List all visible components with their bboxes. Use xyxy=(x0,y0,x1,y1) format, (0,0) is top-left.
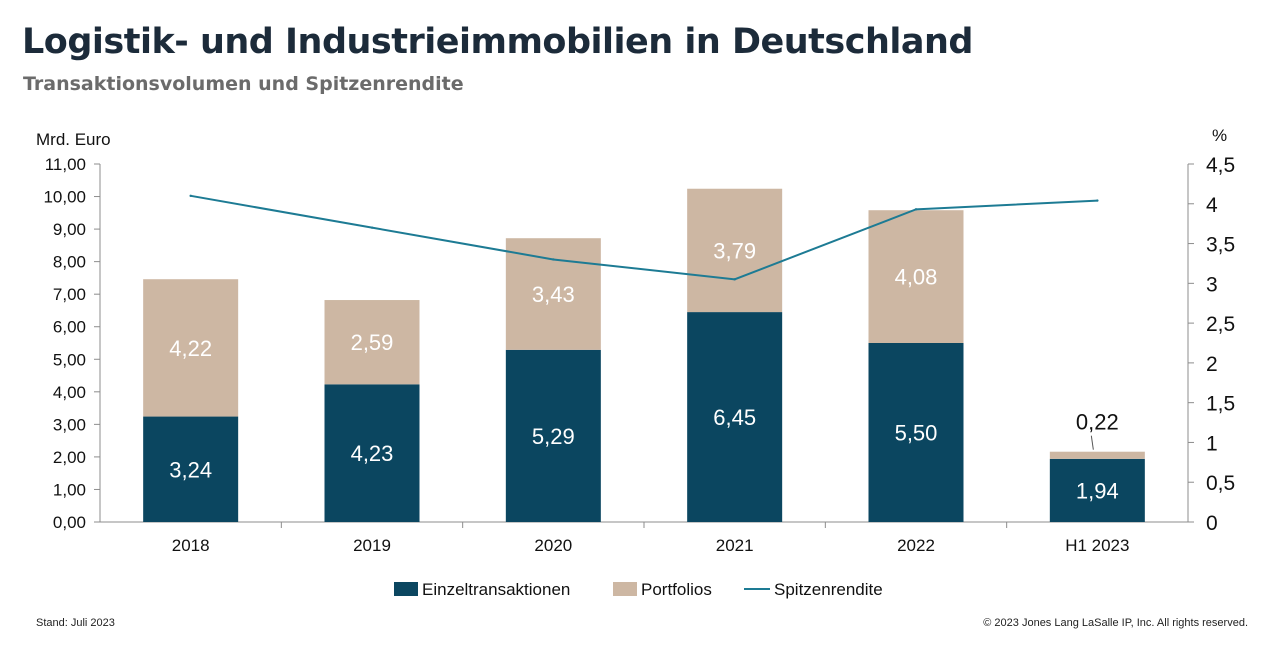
label-einzeltransaktionen: 1,94 xyxy=(1076,478,1119,503)
right-tick-label: 1,5 xyxy=(1206,393,1235,416)
bar-portfolios xyxy=(868,210,964,343)
label-portfolios: 3,43 xyxy=(532,282,575,307)
label-portfolios: 3,79 xyxy=(713,238,756,263)
bar-einzeltransaktionen xyxy=(687,312,783,522)
bar-einzeltransaktionen xyxy=(1049,458,1145,522)
bar-einzeltransaktionen xyxy=(505,349,601,522)
label-portfolios: 0,22 xyxy=(1076,410,1119,435)
left-tick-label: 5,00 xyxy=(53,350,86,369)
legend-label-portfolios: Portfolios xyxy=(641,580,712,599)
right-tick-label: 1 xyxy=(1206,432,1218,455)
right-tick-label: 4 xyxy=(1206,194,1218,217)
line-spitzenrendite xyxy=(190,194,1098,281)
bar-einzeltransaktionen xyxy=(868,343,964,522)
legend-swatch-portfolios xyxy=(613,582,637,596)
left-tick-label: 4,00 xyxy=(53,383,86,402)
bar-portfolios xyxy=(687,188,783,313)
right-tick-label: 3,5 xyxy=(1206,234,1235,257)
point-spitzenrendite xyxy=(552,258,555,261)
footer-date: Stand: Juli 2023 xyxy=(36,617,115,629)
left-axis-title: Mrd. Euro xyxy=(36,130,111,149)
bar-portfolios xyxy=(324,300,420,385)
right-tick-label: 3 xyxy=(1206,273,1218,296)
left-tick-label: 2,00 xyxy=(53,448,86,467)
point-spitzenrendite xyxy=(1096,199,1099,202)
label-einzeltransaktionen: 5,50 xyxy=(895,421,938,446)
x-tick-label: 2018 xyxy=(172,536,210,555)
bar-einzeltransaktionen xyxy=(143,416,239,522)
right-tick-label: 4,5 xyxy=(1206,154,1235,177)
label-einzeltransaktionen: 3,24 xyxy=(169,457,212,482)
chart-title: Logistik- und Industrieimmobilien in Deu… xyxy=(22,22,973,62)
label-portfolios: 2,59 xyxy=(351,330,394,355)
label-einzeltransaktionen: 4,23 xyxy=(351,441,394,466)
left-tick-label: 8,00 xyxy=(53,253,86,272)
x-tick-label: 2021 xyxy=(716,536,754,555)
right-tick-label: 0,5 xyxy=(1206,472,1235,495)
label-einzeltransaktionen: 5,29 xyxy=(532,424,575,449)
legend-label-spitzenrendite: Spitzenrendite xyxy=(774,580,883,599)
left-tick-label: 1,00 xyxy=(53,480,86,499)
legend-swatch-einzeltransaktionen xyxy=(394,582,418,596)
label-portfolios: 4,22 xyxy=(169,336,212,361)
left-tick-label: 7,00 xyxy=(53,285,86,304)
left-tick-label: 11,00 xyxy=(45,155,86,174)
chart-subtitle: Transaktionsvolumen und Spitzenrendite xyxy=(23,73,464,95)
label-portfolios: 4,08 xyxy=(895,265,938,290)
point-spitzenrendite xyxy=(189,194,192,198)
left-tick-label: 10,00 xyxy=(43,188,86,207)
left-tick-label: 9,00 xyxy=(53,220,86,239)
right-tick-label: 2,5 xyxy=(1206,313,1235,336)
left-tick-label: 6,00 xyxy=(53,318,86,337)
label-leader-line xyxy=(1090,435,1094,450)
x-tick-label: 2020 xyxy=(534,536,572,555)
point-spitzenrendite xyxy=(733,278,736,281)
bar-portfolios xyxy=(143,279,239,417)
left-tick-label: 0,00 xyxy=(53,513,86,532)
x-tick-label: H1 2023 xyxy=(1065,536,1129,555)
left-tick-label: 3,00 xyxy=(53,415,86,434)
x-tick-label: 2022 xyxy=(897,536,935,555)
right-tick-label: 0 xyxy=(1206,512,1218,535)
bar-portfolios xyxy=(505,238,601,350)
legend-label-einzeltransaktionen: Einzeltransaktionen xyxy=(422,580,570,599)
x-tick-label: 2019 xyxy=(353,536,391,555)
point-spitzenrendite xyxy=(914,208,918,211)
label-einzeltransaktionen: 6,45 xyxy=(713,405,756,430)
point-spitzenrendite xyxy=(370,226,374,229)
right-tick-label: 2 xyxy=(1206,353,1218,376)
bar-portfolios xyxy=(1049,451,1145,459)
footer-copyright: © 2023 Jones Lang LaSalle IP, Inc. All r… xyxy=(983,617,1248,629)
right-axis-title: % xyxy=(1212,126,1227,145)
bar-einzeltransaktionen xyxy=(324,384,420,522)
